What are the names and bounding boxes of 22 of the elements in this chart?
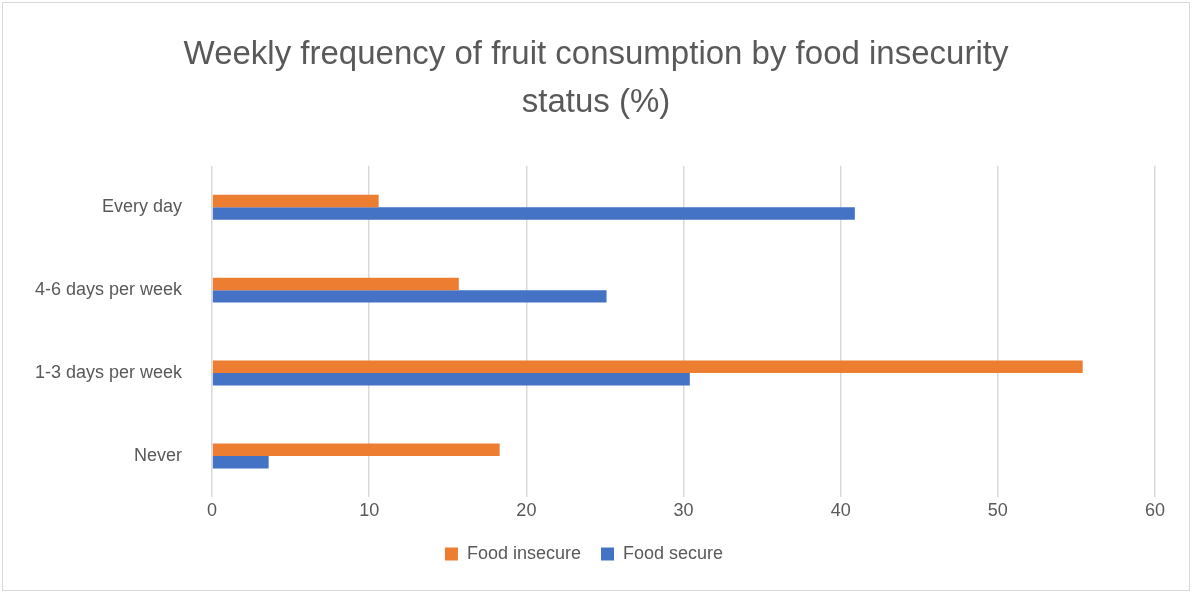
x-tick-label: 20: [516, 500, 537, 521]
y-tick-label: 4-6 days per week: [35, 279, 184, 300]
x-tick-label: 60: [1144, 500, 1166, 521]
x-tick-label: 30: [673, 500, 694, 521]
bar: [212, 455, 269, 469]
y-tick-label: Every day: [102, 196, 183, 217]
x-tick-label: 0: [207, 500, 218, 521]
bar: [212, 277, 459, 291]
bar: [212, 373, 690, 386]
x-tick-label: 10: [359, 500, 380, 521]
y-tick-label: 1-3 days per week: [35, 362, 184, 383]
bar: [212, 443, 500, 456]
bar: [212, 194, 379, 208]
legend-label: Food secure: [623, 542, 724, 563]
bar: [212, 207, 855, 220]
legend-label: Food insecure: [466, 542, 582, 563]
x-tick-label: 50: [987, 500, 1008, 521]
bar: [212, 360, 1083, 374]
x-tick-label: 40: [830, 500, 851, 521]
y-tick-label: Never: [134, 444, 183, 465]
bar: [212, 290, 607, 303]
chart-title: Weekly frequency of fruit consumption by food insecurity status (%): [182, 33, 1010, 121]
